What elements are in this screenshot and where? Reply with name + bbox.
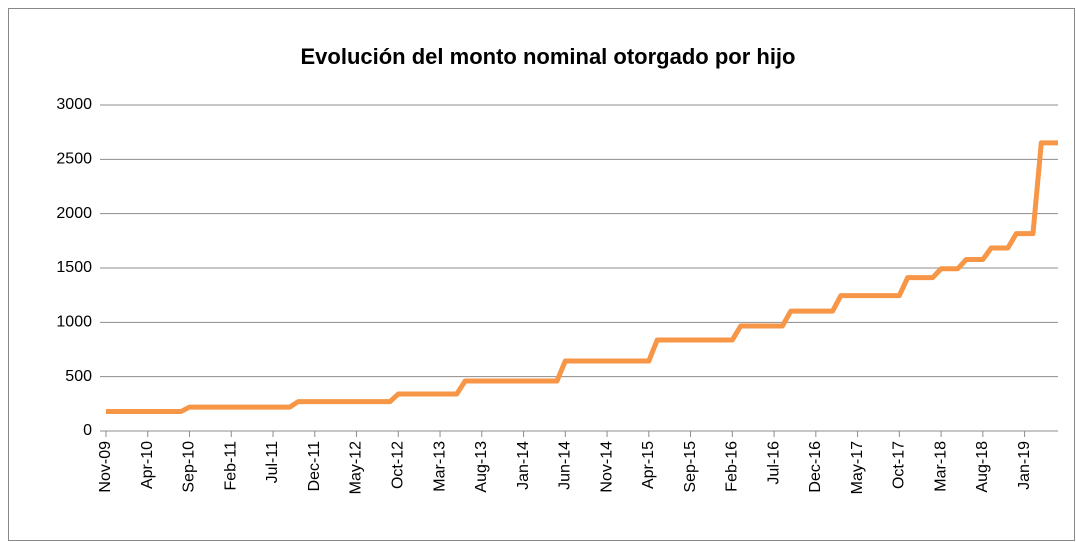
x-tick-label: Mar-18 (932, 441, 949, 492)
x-tick-label: Jan-19 (1016, 441, 1033, 490)
x-tick-label: May-12 (348, 441, 365, 494)
x-tick-label: Feb-16 (724, 441, 741, 492)
x-tick-label: Nov-14 (598, 441, 615, 493)
chart-title: Evolución del monto nominal otorgado por… (301, 44, 796, 69)
x-tick-label: Dec-16 (807, 441, 824, 493)
x-tick-label: Sep-10 (181, 441, 198, 493)
chart-border (8, 8, 1075, 541)
x-tick-label: Mar-13 (431, 441, 448, 492)
x-tick-label: May-17 (849, 441, 866, 494)
x-tick-label: Apr-15 (640, 441, 657, 489)
x-tick-label: Sep-15 (682, 441, 699, 493)
y-tick-label: 1000 (56, 314, 92, 331)
x-tick-label: Oct-12 (389, 441, 406, 489)
x-tick-label: Apr-10 (139, 441, 156, 489)
y-tick-label: 1500 (56, 259, 92, 276)
y-tick-label: 2000 (56, 205, 92, 222)
x-tick-label: Jul-11 (264, 441, 281, 483)
x-tick-label: Jan-14 (515, 441, 532, 490)
x-tick-label: Jun-14 (557, 441, 574, 490)
x-tick-label: Nov-09 (97, 441, 114, 493)
x-tick-label: Aug-13 (473, 441, 490, 493)
x-tick-label: Feb-11 (222, 441, 239, 491)
x-tick-label: Dec-11 (306, 441, 323, 491)
x-tick-label: Jul-16 (765, 441, 782, 485)
x-tick-label: Aug-18 (974, 441, 991, 493)
y-tick-label: 3000 (56, 96, 92, 113)
series-line (106, 140, 1058, 414)
y-tick-label: 500 (65, 368, 92, 385)
y-tick-label: 2500 (56, 151, 92, 168)
y-tick-label: 0 (83, 422, 92, 439)
x-tick-label: Oct-17 (891, 441, 908, 489)
